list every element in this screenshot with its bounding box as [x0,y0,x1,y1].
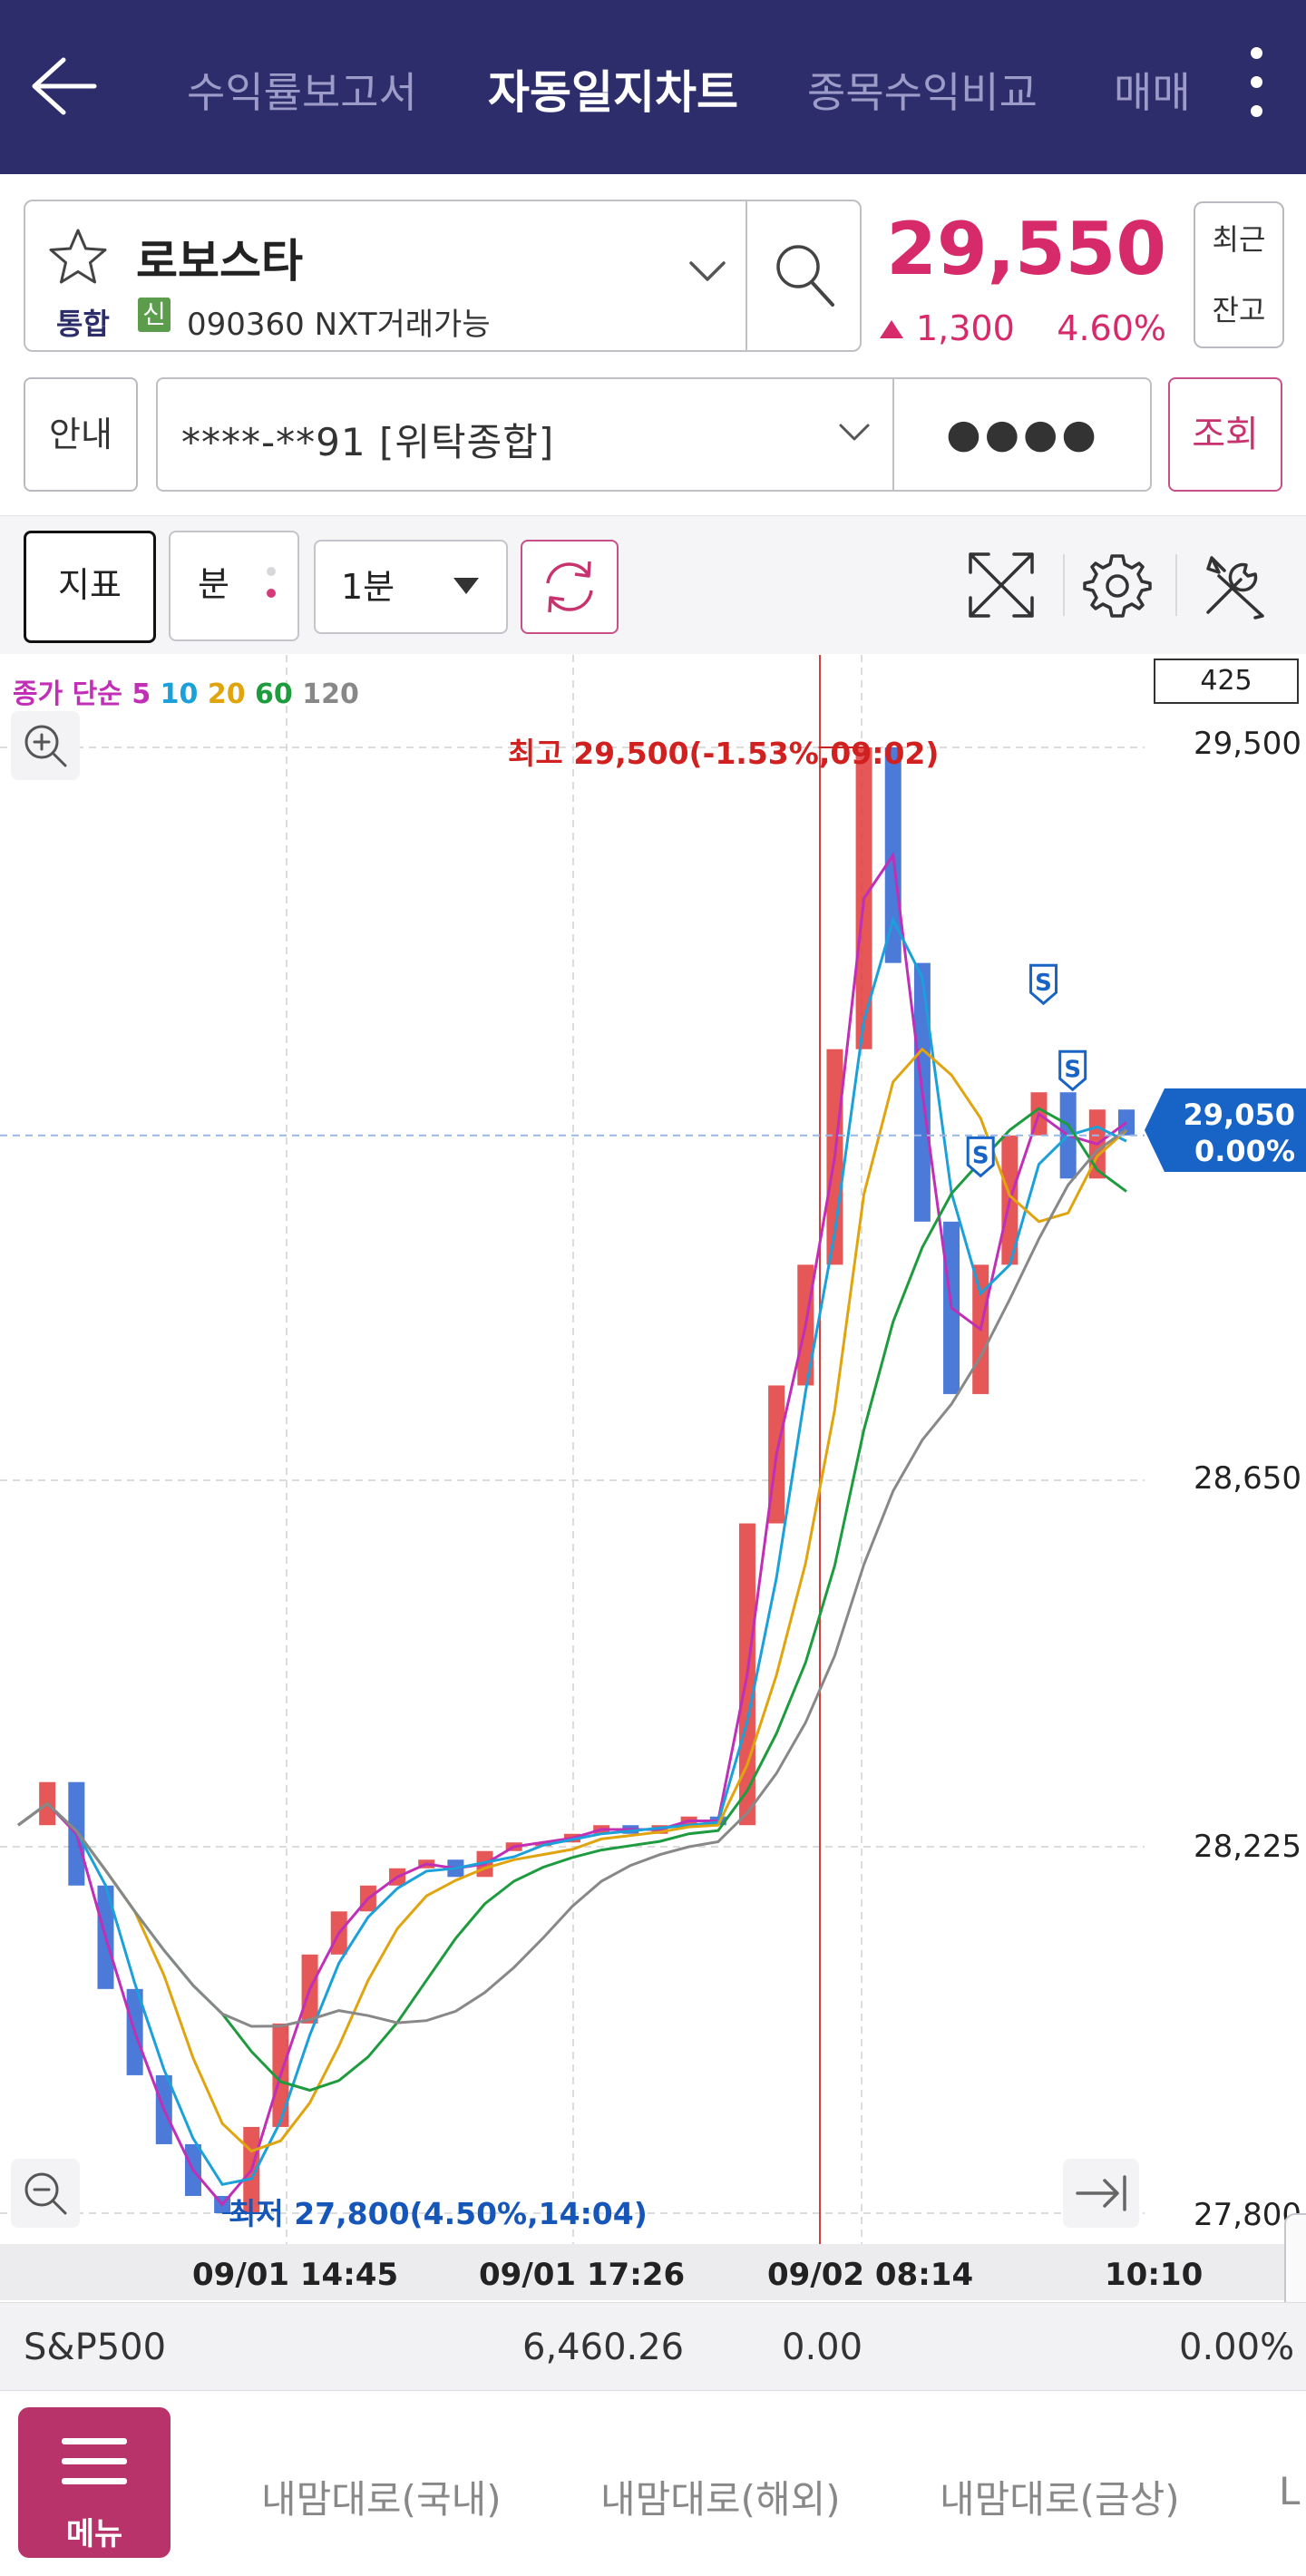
hamburger-icon [62,2438,127,2444]
price-chart[interactable]: S S S [0,655,1306,2244]
high-annotation: 최고 29,500(-1.53%,09:02) [508,736,940,771]
zoom-out-icon [24,2172,67,2215]
sell-signal-marker: S [1029,963,1058,1006]
stock-name: 로보스타 [136,235,303,288]
legend-ma60: 60 [255,678,293,710]
x-tick-label: 09/01 17:26 [479,2257,686,2293]
ma-legend: 종가 단순 5 10 20 60 120 [13,671,359,711]
ma-line-120 [17,1128,1127,2028]
y-tick-label: 27,800 [1194,2197,1301,2233]
go-to-latest-button[interactable] [1063,2159,1139,2228]
zoom-out-button[interactable] [11,2159,80,2228]
legend-prefix: 종가 단순 [13,678,122,710]
hamburger-icon [62,2458,127,2464]
toolbar-divider [1175,554,1177,616]
index-value: 6,460.26 [522,2327,685,2368]
ma-line-5 [17,851,1127,2207]
x-tick-label: 10:10 [1105,2257,1204,2293]
y-tick-label: 29,500 [1194,726,1301,762]
chevron-down-icon[interactable] [838,421,871,444]
query-button[interactable]: 조회 [1168,377,1282,492]
refresh-icon [546,561,593,613]
fullscreen-icon[interactable] [965,549,1038,621]
stock-selector[interactable]: 로보스타 통합 신 090360 NXT거래가능 [24,200,862,352]
legend-ma10: 10 [160,678,199,710]
zoom-in-button[interactable] [11,711,80,780]
period-dropdown[interactable]: 1분 [314,540,508,634]
y-tick-label: 28,650 [1194,1460,1301,1497]
search-icon [776,245,834,307]
bar-count-box[interactable]: 425 [1154,659,1299,704]
menu-button[interactable]: 메뉴 [18,2407,171,2558]
current-price-tag: 29,050 0.00% [1145,1088,1306,1172]
credit-badge: 신 [138,298,171,332]
low-annotation: 최저 27,800(4.50%,14:04) [229,2196,648,2231]
password-field[interactable]: ●●●● [892,379,1152,490]
stock-search-button[interactable] [746,201,862,350]
info-button[interactable]: 안내 [24,377,138,492]
x-tick-label: 09/02 08:14 [767,2257,974,2293]
bottom-tab-domestic[interactable]: 내맘대로(국내) [261,2477,502,2522]
x-tick-label: 09/01 14:45 [192,2257,399,2293]
account-number: ****-**91 [위탁종합] [181,420,555,464]
toolbar-divider [1063,554,1065,616]
index-ticker[interactable]: S&P500 6,460.26 0.00 0.00% [0,2302,1306,2391]
favorite-star-icon[interactable] [45,225,111,290]
svg-text:S: S [1035,970,1052,997]
svg-text:S: S [972,1142,989,1169]
ma-line-10 [17,916,1127,2186]
price-change: 1,300 4.60% [880,308,1166,348]
tools-icon[interactable] [1199,549,1272,621]
period-value: 1분 [341,567,395,607]
legend-ma5: 5 [132,678,151,710]
bottom-bar: 메뉴 내맘대로(국내) 내맘대로(해외) 내맘대로(금상) L [0,2391,1306,2576]
back-arrow-icon[interactable] [27,54,100,118]
sell-signal-marker: S [966,1136,995,1178]
ma-line-20 [17,1047,1127,2153]
market-label: 통합 [56,307,110,341]
recent-button[interactable]: 최근 [1194,201,1284,278]
minute-button[interactable]: 분 [169,531,299,641]
bottom-tab-overseas[interactable]: 내맘대로(해외) [600,2477,841,2522]
svg-text:S: S [1064,1056,1081,1083]
index-name: S&P500 [24,2327,167,2368]
current-price-tag-value: 29,050 [1184,1098,1295,1132]
menu-label: 메뉴 [65,2516,123,2552]
current-price-tag-change: 0.00% [1194,1134,1295,1168]
indicator-button[interactable]: 지표 [24,531,156,643]
chart-area[interactable]: S S S [0,655,1306,2244]
balance-button[interactable]: 잔고 [1194,274,1284,348]
arrow-to-end-icon [1076,2175,1126,2211]
change-percent: 4.60% [1057,308,1166,348]
index-percent: 0.00% [1179,2327,1295,2368]
refresh-button[interactable] [521,540,619,634]
index-change: 0.00 [782,2327,863,2368]
minute-label: 분 [198,564,229,604]
legend-ma20: 20 [207,678,246,710]
tab-stock-return-compare[interactable]: 종목수익비교 [807,68,1038,117]
chevron-down-icon[interactable] [687,258,727,285]
more-options-icon[interactable] [1243,47,1270,129]
tab-trade[interactable]: 매매 [1114,68,1191,117]
up-triangle-icon [880,320,903,338]
gear-icon[interactable] [1081,549,1154,621]
change-amount: 1,300 [916,308,1015,348]
options-dots-icon [267,567,276,607]
sell-signal-marker: S [1058,1049,1087,1092]
bottom-tab-partial[interactable]: L [1279,2469,1301,2513]
tab-auto-journal-chart[interactable]: 자동일지차트 [488,66,738,119]
current-price: 29,550 [886,207,1166,291]
tab-return-report[interactable]: 수익률보고서 [187,68,417,117]
x-axis-bar [0,2244,1306,2300]
dropdown-triangle-icon [453,578,479,594]
chart-toolbar: 지표 분 1분 [0,515,1306,654]
zoom-in-icon [24,725,67,767]
bottom-tab-futures[interactable]: 내맘대로(금상) [940,2477,1180,2522]
legend-ma120: 120 [302,678,359,710]
top-nav-bar: 수익률보고서 자동일지차트 종목수익비교 매매 [0,0,1306,174]
hamburger-icon [62,2478,127,2484]
stock-code: 090360 NXT거래가능 [187,307,491,343]
y-tick-label: 28,225 [1194,1829,1301,1865]
account-selector[interactable]: ****-**91 [위탁종합] ●●●● [156,377,1152,492]
